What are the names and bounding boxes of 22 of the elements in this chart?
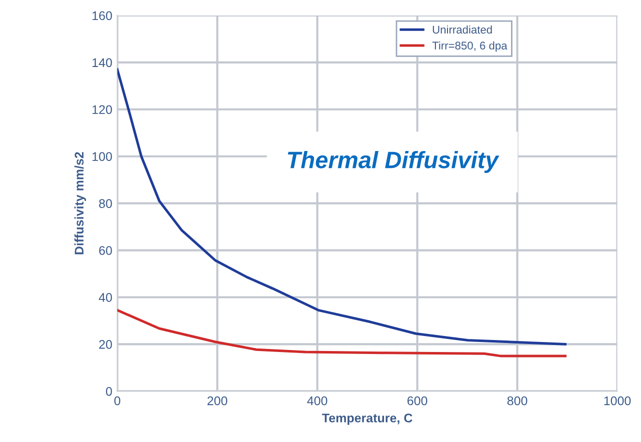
x-tick-label: 800 (507, 396, 528, 406)
x-tick-label: 1000 (604, 396, 631, 406)
legend-label: Tirr=850, 6 dpa (432, 41, 508, 52)
y-tick-label: 100 (92, 152, 112, 162)
y-tick-label: 60 (99, 246, 112, 255)
y-tick-label: 120 (92, 105, 112, 114)
text: Thermal Diffusivity (288, 150, 500, 173)
y-tick-label: 20 (99, 340, 112, 349)
x-axis-title: Temperature, C (322, 414, 412, 425)
y-tick-label: 0 (106, 386, 112, 396)
x-tick-label: 600 (408, 396, 428, 406)
line-series (117, 308, 567, 358)
x-tick-label: 400 (307, 396, 328, 406)
legend-label: Unirradiated (432, 25, 492, 34)
y-tick-label: 80 (99, 199, 112, 208)
y-tick-label: 160 (92, 11, 112, 20)
y-tick-label: 140 (92, 58, 112, 68)
y-axis-title: Diffusivity mm/s2 (74, 152, 86, 254)
x-tick-label: 0 (114, 396, 120, 406)
y-tick-label: 40 (98, 293, 112, 302)
line-series (117, 68, 567, 346)
x-tick-label: 200 (208, 396, 228, 406)
